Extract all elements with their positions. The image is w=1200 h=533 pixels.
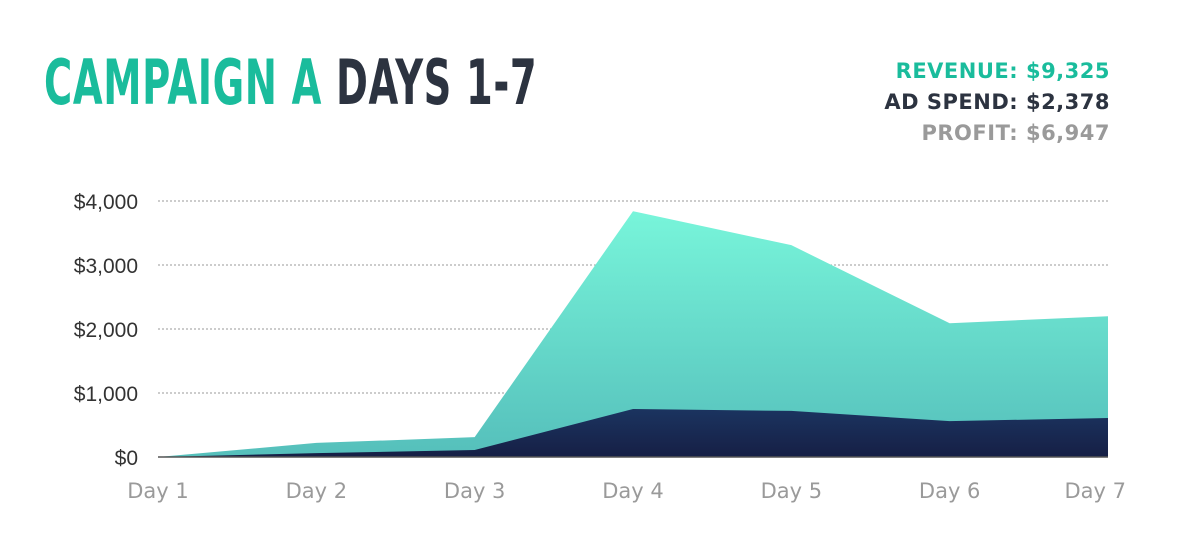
x-tick-label: Day 3 [444,479,506,503]
x-tick-label: Day 5 [761,479,823,503]
y-tick-label: $2,000 [74,319,138,342]
y-tick-label: $4,000 [74,191,138,214]
x-tick-label: Day 4 [602,479,664,503]
y-tick-label: $3,000 [74,255,138,278]
ad-spend-stat: AD SPEND: $2,378 [884,90,1110,114]
revenue-stat: REVENUE: $9,325 [895,59,1110,83]
revenue-area [158,211,1108,457]
x-tick-label: Day 6 [919,479,981,503]
x-tick-label: Day 7 [1064,479,1126,503]
y-axis-labels: $0 $1,000 $2,000 $3,000 $4,000 [74,191,138,470]
x-tick-label: Day 1 [127,479,189,503]
x-tick-label: Day 2 [286,479,348,503]
ad-spend-area [158,409,1108,457]
title-campaign: CAMPAIGN A [44,46,322,119]
y-tick-label: $0 [115,447,138,470]
page-title: CAMPAIGN A DAYS 1-7 [44,52,537,114]
profit-stat: PROFIT: $6,947 [921,121,1110,145]
y-tick-label: $1,000 [74,383,138,406]
x-axis-labels: Day 1 Day 2 Day 3 Day 4 Day 5 Day 6 Day 7 [127,479,1126,503]
title-days: DAYS 1-7 [335,46,538,119]
summary-stats: REVENUE: $9,325 AD SPEND: $2,378 PROFIT:… [884,56,1110,149]
